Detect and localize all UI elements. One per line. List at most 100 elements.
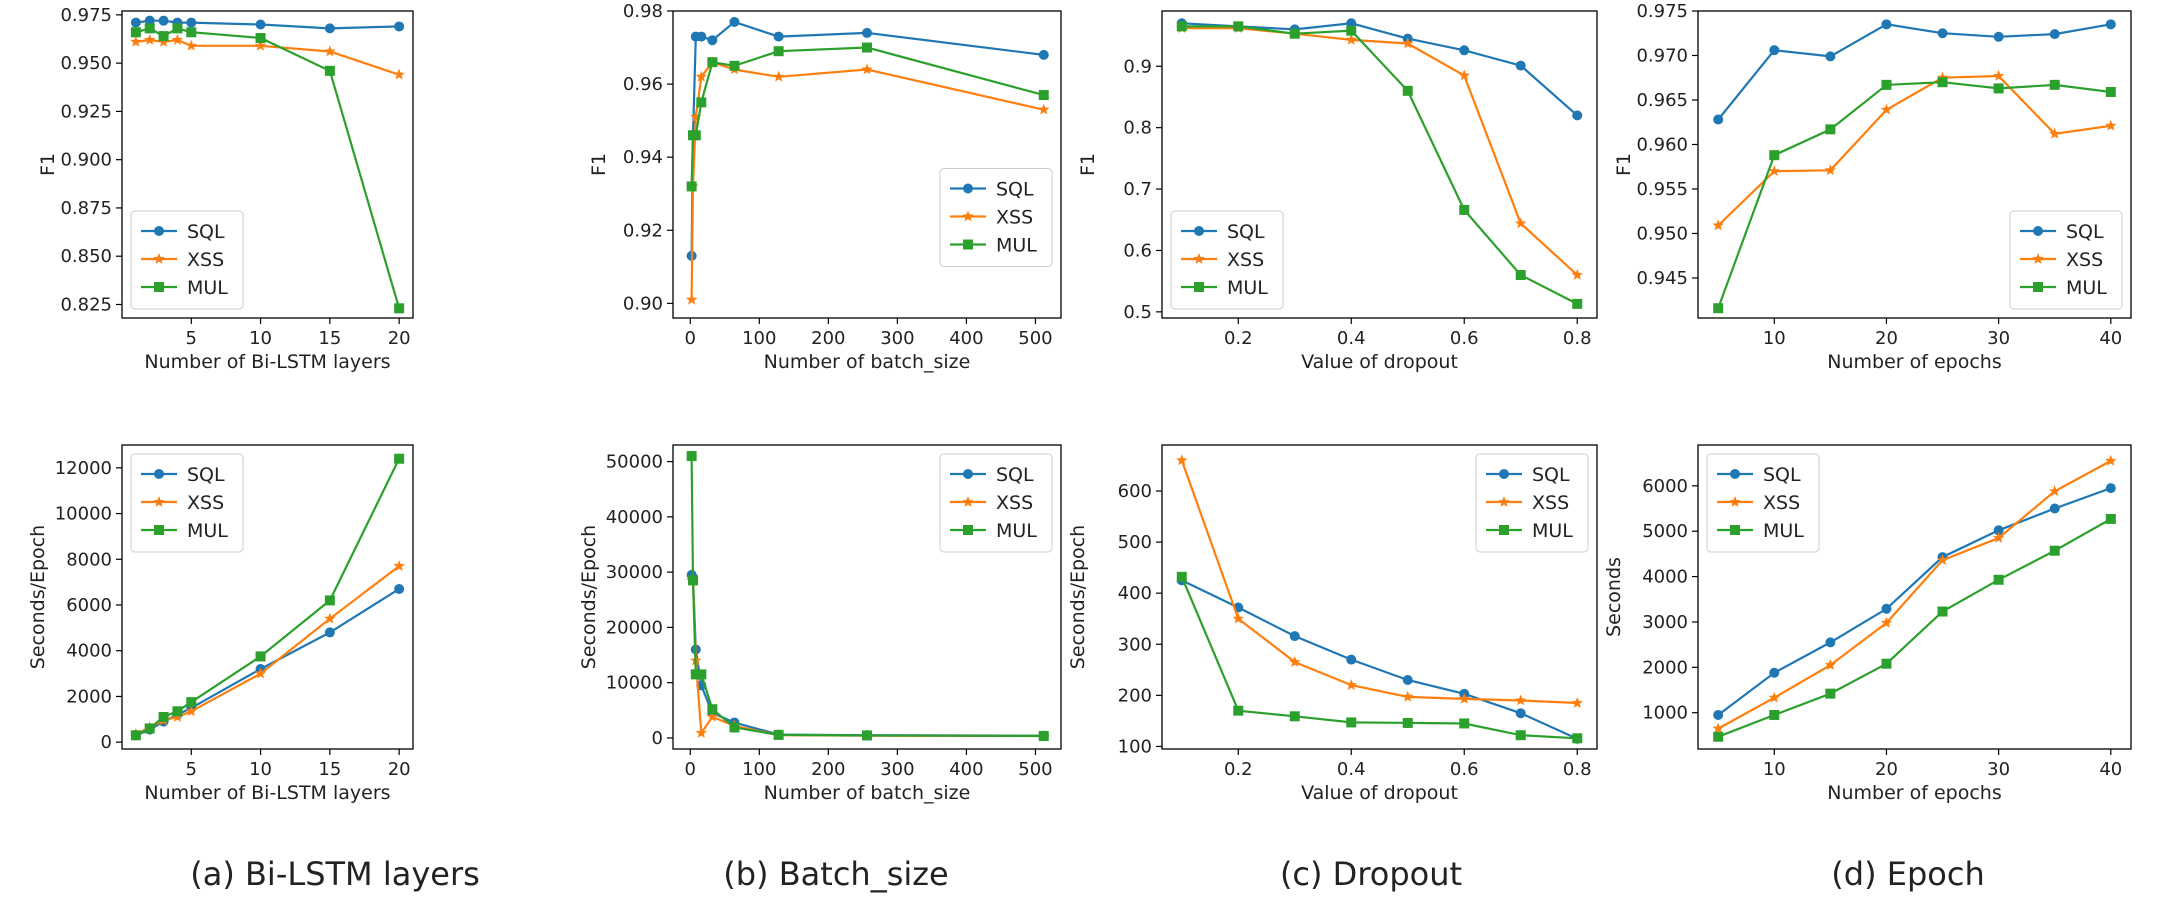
y-tick-label: 2000 [66, 686, 112, 707]
data-point-xss [1458, 69, 1470, 81]
data-point-sql [1402, 675, 1413, 686]
legend-marker-mul [1499, 525, 1509, 535]
data-point-mul [1993, 574, 2004, 585]
y-tick-label: 100 [1118, 736, 1152, 757]
data-point-sql [729, 16, 740, 27]
legend-label-mul: MUL [1763, 520, 1804, 542]
x-tick-label: 10 [249, 759, 272, 780]
y-tick-label: 0.90 [623, 293, 663, 314]
y-axis-label: F1 [1077, 153, 1099, 176]
series-mul [686, 451, 1049, 742]
data-point-mul [1937, 606, 1948, 617]
x-tick-label: 100 [742, 328, 776, 349]
series-mul [1713, 77, 2116, 314]
data-point-xss [1880, 103, 1893, 115]
legend-marker-xss [2032, 253, 2044, 264]
data-point-mul [1993, 83, 2004, 94]
data-point-mul [690, 130, 701, 141]
y-tick-label: 4000 [66, 641, 112, 662]
data-point-mul [255, 33, 266, 44]
data-point-sql [394, 584, 405, 594]
data-point-xss [1038, 103, 1050, 115]
x-tick-label: 10 [249, 328, 272, 349]
legend-marker-sql [1194, 226, 1204, 236]
data-point-sql [2049, 29, 2060, 40]
data-point-mul [130, 27, 141, 38]
data-point-mul [773, 729, 784, 740]
x-axis-label: Number of epochs [1827, 351, 2001, 373]
data-point-mul [1459, 204, 1470, 215]
data-point-mul [696, 97, 707, 108]
data-point-xss [185, 39, 197, 51]
legend: SQL XSS MUL [130, 210, 244, 310]
data-point-sql [130, 17, 141, 28]
series-line-xss [1180, 459, 1578, 705]
y-tick-label: 0.945 [1636, 268, 1688, 289]
data-point-xss [1936, 71, 1949, 83]
data-point-sql [773, 31, 784, 42]
series-xss [130, 34, 405, 80]
data-point-mul [1176, 21, 1187, 32]
y-tick-label: 0.925 [60, 101, 112, 122]
data-point-mul [2105, 513, 2116, 524]
legend-marker-xss [1729, 496, 1741, 507]
legend-label-mul: MUL [2066, 277, 2107, 299]
data-point-xss [1345, 33, 1357, 45]
data-point-sql [2049, 503, 2060, 514]
series-sql [1713, 19, 2116, 125]
series-line-xss [1717, 459, 2112, 730]
series-line-mul [1181, 25, 1578, 305]
data-point-sql [707, 35, 718, 46]
legend-label-mul: MUL [996, 235, 1037, 257]
legend-marker-mul [154, 282, 164, 292]
y-tick-label: 0.975 [60, 5, 112, 26]
series-xss [1712, 70, 2117, 231]
x-tick-label: 400 [949, 328, 983, 349]
x-axis-label: Number of batch_size [764, 782, 971, 804]
caption-epoch: (d) Epoch [1831, 855, 1985, 893]
legend-marker-mul [2033, 282, 2043, 292]
x-tick-label: 0 [685, 759, 696, 780]
data-point-xss [2049, 127, 2061, 139]
legend-marker-sql [154, 226, 164, 236]
x-tick-label: 20 [388, 759, 411, 780]
x-tick-label: 0.4 [1337, 759, 1366, 780]
data-point-xss [1824, 659, 1837, 670]
x-tick-label: 500 [1018, 328, 1052, 349]
data-point-xss [1515, 694, 1527, 706]
data-point-mul [1881, 658, 1892, 669]
legend: SQL XSS MUL [1706, 453, 1820, 553]
y-tick-label: 0.955 [1636, 179, 1688, 200]
data-point-sql [1289, 631, 1300, 642]
data-point-mul [1515, 270, 1526, 281]
data-point-mul [144, 23, 155, 34]
x-tick-label: 10 [1763, 759, 1786, 780]
data-point-mul [1881, 79, 1892, 90]
y-tick-label: 2000 [1642, 657, 1688, 678]
caption-batch-size: (b) Batch_size [723, 855, 949, 893]
x-tick-label: 0.6 [1450, 759, 1479, 780]
series-line-sql [1717, 23, 2111, 121]
x-tick-label: 5 [186, 328, 197, 349]
data-point-mul [394, 303, 405, 314]
series-xss [1176, 454, 1583, 708]
data-point-sql [1572, 110, 1583, 121]
data-point-mul [1402, 85, 1413, 96]
legend-label-mul: MUL [187, 520, 228, 542]
data-point-sql [1515, 60, 1526, 71]
data-point-xss [695, 727, 707, 738]
caption-dropout: (c) Dropout [1279, 855, 1463, 893]
series-line-mul [1180, 576, 1578, 740]
data-point-mul [1346, 25, 1357, 36]
data-point-sql [1459, 45, 1470, 56]
x-tick-label: 20 [1875, 328, 1898, 349]
series-mul [130, 23, 405, 314]
data-point-xss [1402, 37, 1414, 49]
y-tick-label: 0.950 [60, 53, 112, 74]
data-point-xss [1824, 164, 1837, 176]
chart-c-top: 0.2 0.4 0.6 0.8 0.5 0.6 0.7 0.8 0.9 Value of drop… [1077, 10, 1598, 373]
x-tick-label: 300 [880, 328, 914, 349]
data-point-sql [2105, 19, 2116, 30]
legend-marker-xss [153, 253, 165, 264]
x-axis-label: Number of Bi-LSTM layers [144, 351, 390, 373]
